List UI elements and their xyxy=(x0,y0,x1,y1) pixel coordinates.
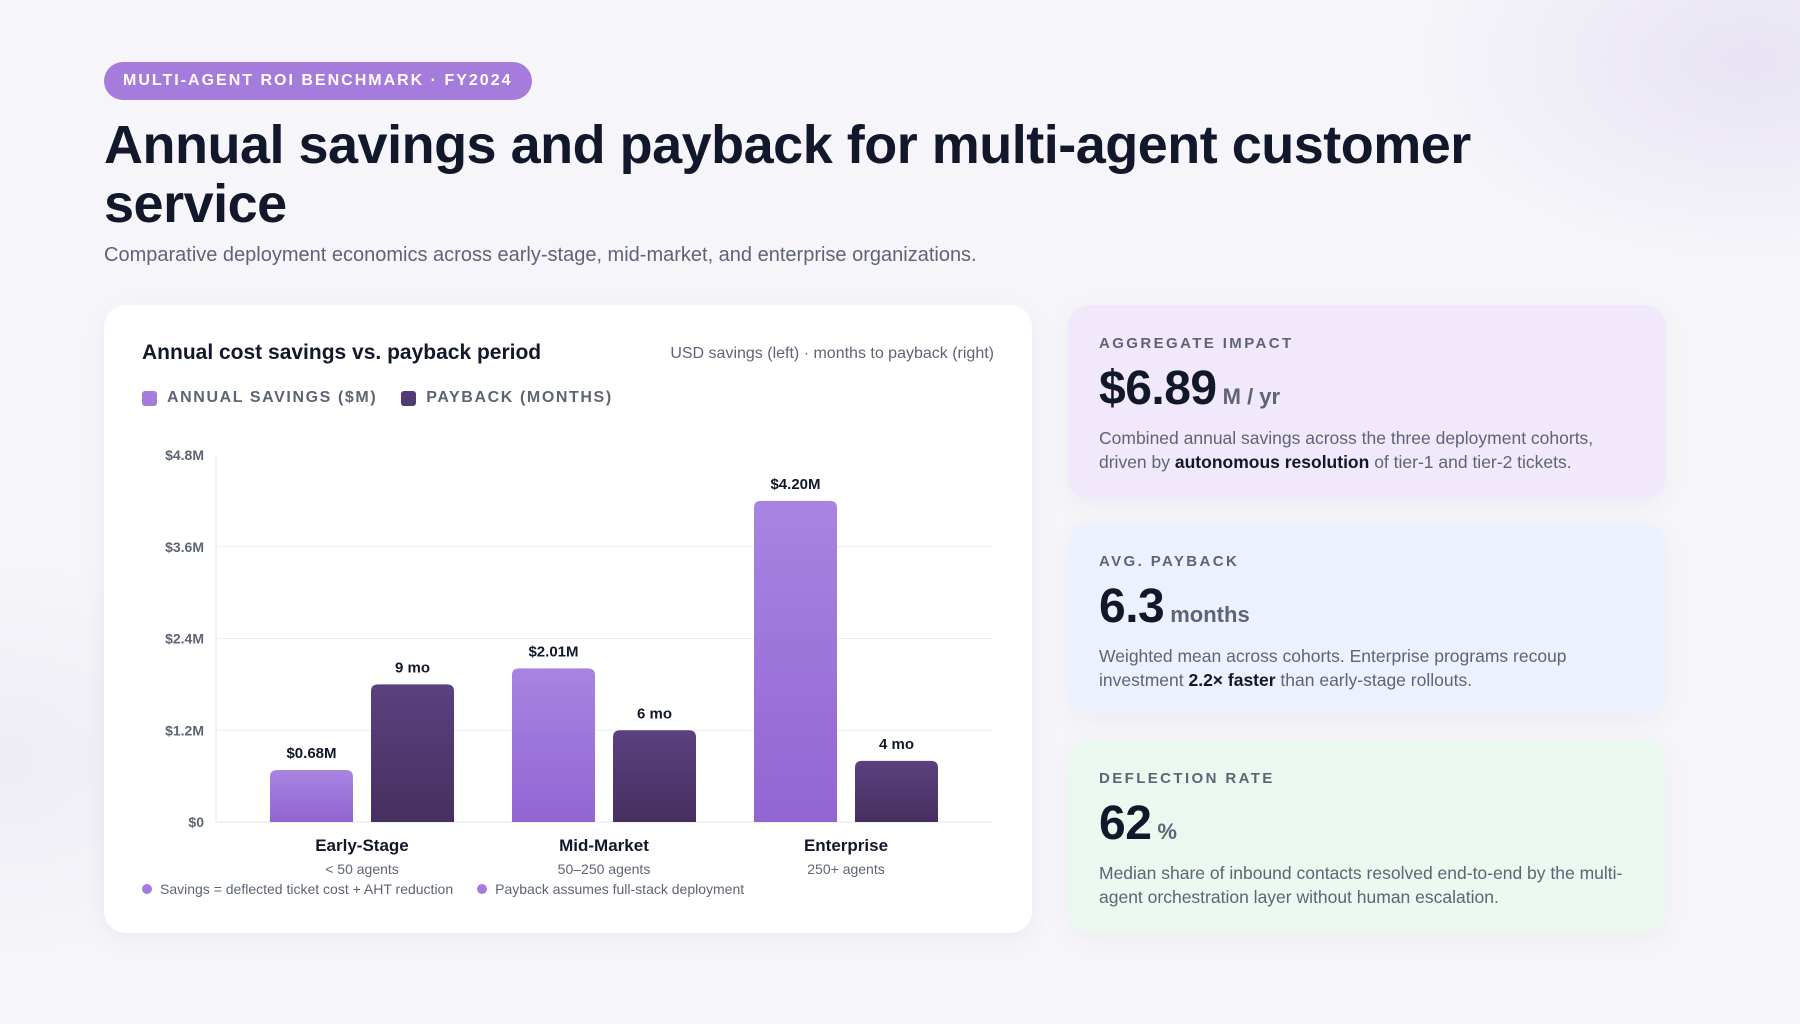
page-subtitle: Comparative deployment economics across … xyxy=(104,244,977,266)
y-tick-label: $3.6M xyxy=(165,539,204,555)
stat-description: Combined annual savings across the three… xyxy=(1099,428,1594,472)
stat-label: AVG. PAYBACK xyxy=(1099,553,1240,570)
x-category-sublabel: < 50 agents xyxy=(325,861,399,877)
bar-savings xyxy=(270,770,353,822)
stat-value: 62 xyxy=(1099,797,1152,850)
legend-swatch-payback xyxy=(401,390,417,406)
footnote-bullet-icon xyxy=(142,884,152,894)
stat-label: DEFLECTION RATE xyxy=(1099,770,1275,787)
legend-item-savings: ANNUAL SAVINGS ($M) xyxy=(142,389,377,407)
x-category-label: Mid-Market xyxy=(559,836,649,855)
stat-value: 6.3 xyxy=(1099,580,1165,633)
chart-axis-note: USD savings (left) · months to payback (… xyxy=(670,345,994,362)
stat-unit: months xyxy=(1170,602,1250,627)
bar-payback xyxy=(371,684,454,822)
y-tick-label: $2.4M xyxy=(165,631,204,647)
stat-value: $6.89 xyxy=(1099,362,1217,415)
bar-payback xyxy=(613,730,696,822)
footnote-savings: Savings = deflected ticket cost + AHT re… xyxy=(142,881,453,897)
x-category-sublabel: 250+ agents xyxy=(807,861,884,877)
footnote-payback: Payback assumes full-stack deployment xyxy=(477,881,744,897)
data-label-savings: $0.68M xyxy=(286,745,336,762)
stat-value-row: $6.89 M / yr xyxy=(1099,362,1635,416)
savings-payback-chart: $0 $1.2M $2.4M $3.6M $4.8M $0.68M 9 mo Early-St… xyxy=(165,447,992,877)
page-title: Annual savings and payback for multi-age… xyxy=(104,115,1471,234)
stat-card-aggregate-impact: AGGREGATE IMPACT $6.89 M / yr Combined a… xyxy=(1068,305,1666,499)
data-label-payback: 9 mo xyxy=(395,659,430,676)
stat-card-deflection-rate: DEFLECTION RATE 62 % Median share of inb… xyxy=(1068,740,1666,933)
legend-item-payback: PAYBACK (MONTHS) xyxy=(401,389,613,407)
x-category-sublabel: 50–250 agents xyxy=(558,861,651,877)
data-label-payback: 4 mo xyxy=(879,736,914,753)
stat-description: Weighted mean across cohorts. Enterprise… xyxy=(1099,646,1567,690)
benchmark-badge: MULTI-AGENT ROI BENCHMARK · FY2024 xyxy=(104,62,532,100)
footnote-text: Payback assumes full-stack deployment xyxy=(495,881,745,897)
x-category-label: Enterprise xyxy=(804,836,888,855)
stat-description: Median share of inbound contacts resolve… xyxy=(1099,863,1623,907)
x-category-label: Early-Stage xyxy=(315,836,409,855)
data-label-payback: 6 mo xyxy=(637,705,672,722)
legend-label-savings: ANNUAL SAVINGS ($M) xyxy=(167,389,378,406)
chart-title: Annual cost savings vs. payback period xyxy=(142,341,542,364)
y-tick-label: $0 xyxy=(188,814,204,830)
y-tick-label: $4.8M xyxy=(165,447,204,463)
stat-value-row: 62 % xyxy=(1099,797,1635,851)
y-tick-label: $1.2M xyxy=(165,722,204,738)
bar-savings xyxy=(512,668,595,822)
stat-card-avg-payback: AVG. PAYBACK 6.3 months Weighted mean ac… xyxy=(1068,523,1666,715)
chart-legend: ANNUAL SAVINGS ($M) PAYBACK (MONTHS) xyxy=(142,389,613,407)
stat-label: AGGREGATE IMPACT xyxy=(1099,335,1294,352)
stat-unit: % xyxy=(1157,819,1177,844)
bar-payback xyxy=(855,760,938,822)
chart-card: $0 $1.2M $2.4M $3.6M $4.8M $0.68M 9 mo Early-St… xyxy=(104,305,1032,933)
chart-footnotes: Savings = deflected ticket cost + AHT re… xyxy=(142,881,744,897)
stat-value-row: 6.3 months xyxy=(1099,580,1635,634)
stat-unit: M / yr xyxy=(1222,384,1281,409)
data-label-savings: $4.20M xyxy=(770,476,820,493)
legend-swatch-savings xyxy=(142,390,157,406)
bar-savings xyxy=(754,500,837,822)
footnote-bullet-icon xyxy=(477,884,488,894)
legend-label-payback: PAYBACK (MONTHS) xyxy=(426,389,613,406)
data-label-savings: $2.01M xyxy=(528,643,578,660)
footnote-text: Savings = deflected ticket cost + AHT re… xyxy=(160,881,454,897)
